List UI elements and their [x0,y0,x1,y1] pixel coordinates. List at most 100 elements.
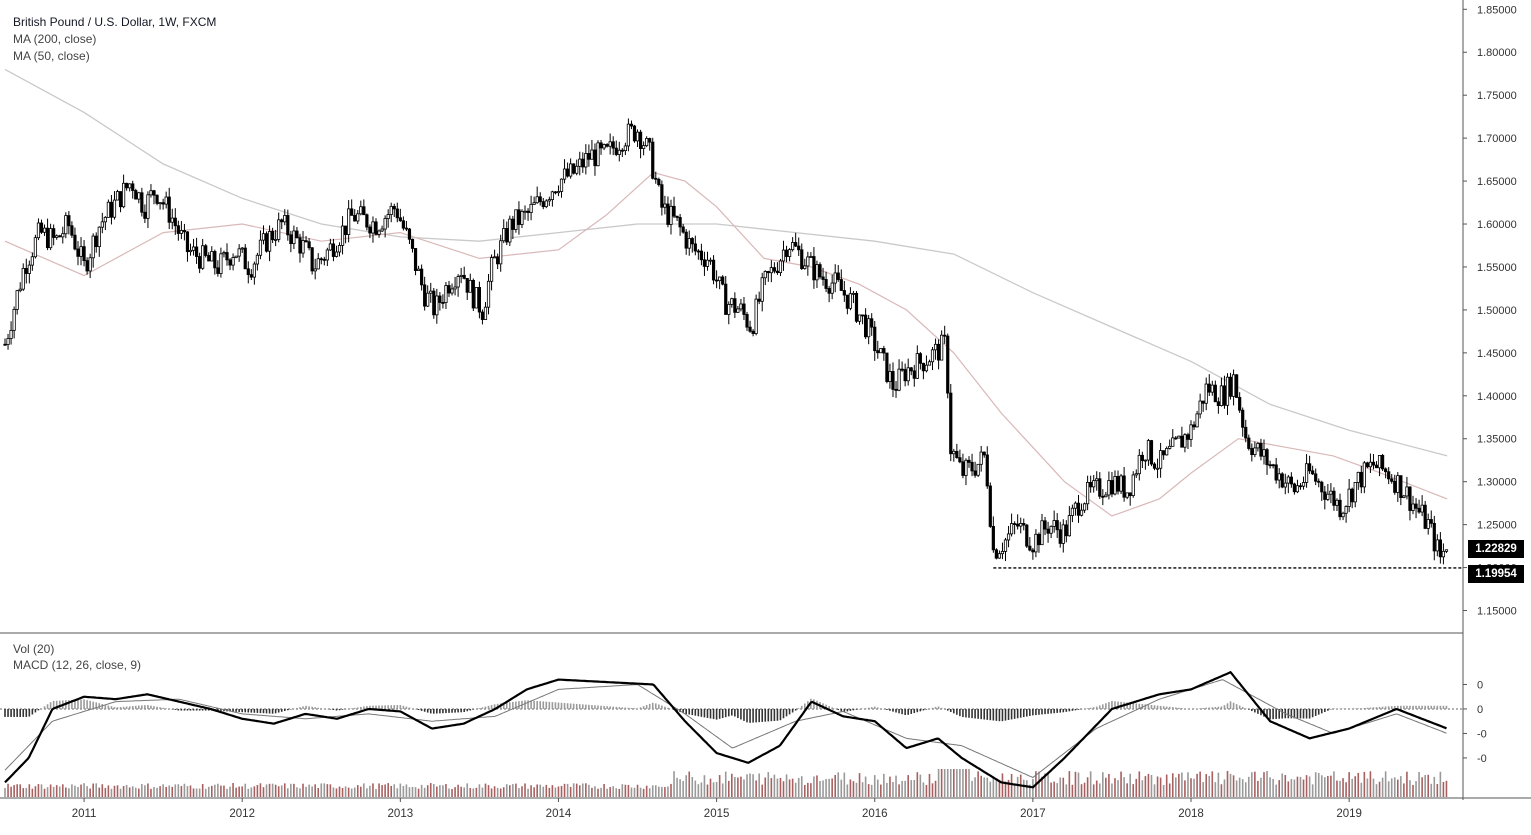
volume-bar [1263,772,1265,797]
volume-bar [150,788,152,797]
volume-bar [1214,782,1217,797]
candle-body [584,153,588,168]
candle-body [1116,476,1120,492]
candle-body [684,231,688,249]
volume-bar [387,783,389,797]
candle-body [1180,435,1184,448]
candle-body [1399,475,1403,498]
volume-bar [639,787,642,797]
candle-body [264,233,269,252]
candle-body [541,201,545,208]
volume-bar [217,783,219,797]
candle-body [556,191,561,194]
volume-bar [953,769,955,797]
volume-bar [594,786,596,797]
candle-body [61,233,65,238]
candle-body [1323,491,1327,500]
volume-bar [667,786,669,797]
volume-bar [1074,771,1077,797]
candle-body [298,237,302,254]
time-tick-label: 2017 [1020,808,1046,820]
candle-body [1098,478,1102,497]
volume-bar [65,787,67,797]
volume-bar [1184,780,1186,797]
volume-bar [1223,779,1226,797]
candle-body [605,144,609,147]
candle-body [213,251,217,269]
candle-body [374,221,378,235]
candle-body [362,206,366,216]
candle-body [511,218,515,230]
volume-bar [712,782,715,797]
candle-body [1034,533,1038,553]
volume-bar [1135,778,1138,797]
volume-bar [335,788,338,797]
volume-bar [293,783,295,797]
volume-bar [198,788,201,797]
volume-bar [734,777,736,797]
candle-body [705,259,710,267]
candle-body [1402,495,1406,498]
volume-bar [1345,782,1347,797]
candle-body [149,190,153,196]
volume-bar [457,784,459,797]
volume-bar [1092,784,1095,797]
volume-bar [1406,771,1408,797]
candle-body [638,131,643,149]
candle-body [170,217,174,223]
candle-body [465,278,469,293]
candle-body [1213,384,1217,403]
candle-body [1143,459,1147,462]
volume-bar [1105,777,1107,797]
candle-body [632,125,637,142]
candle-body [1168,445,1172,449]
volume-bar [1403,783,1405,797]
volume-bar [1415,781,1417,797]
volume-bar [141,784,143,797]
candle-body [471,279,475,309]
volume-bar [442,785,444,797]
volume-bar [563,783,566,797]
time-tick-label: 2015 [704,808,730,820]
candle-body [976,463,980,476]
candle-body [191,246,196,251]
volume-bar [883,773,885,797]
candle-body [493,256,497,259]
volume-bar [77,786,79,797]
candle-body [1040,520,1044,546]
volume-bar [1098,783,1101,797]
candle-body [787,249,792,257]
candle-body [216,267,220,274]
candle-body [1192,424,1196,428]
candle-body [672,205,676,217]
candle-body [864,314,868,338]
candle-body [477,287,482,313]
candle-body [1122,475,1126,498]
volume-bar [904,780,906,797]
volume-bar [1369,771,1372,797]
candle-body [1055,520,1059,531]
volume-bar [308,784,310,797]
volume-bar [651,785,654,797]
volume-bar [1102,772,1104,797]
volume-bar [226,788,228,797]
volume-bar [539,784,542,797]
price-tick-label: 1.45000 [1477,348,1517,360]
candle-body [1189,424,1193,440]
volume-bar [363,783,365,797]
volume-bar [892,781,894,797]
candle-body [766,271,770,274]
volume-bar [171,786,174,797]
volume-bar [581,783,584,797]
candle-body [155,194,159,204]
candle-body [933,343,938,351]
candle-body [27,264,31,274]
volume-bar [1251,772,1253,797]
price-tick-label: 1.70000 [1477,133,1517,145]
candle-body [222,252,226,255]
volume-bar [1199,771,1201,797]
volume-bar [360,786,362,797]
volume-bar [1007,779,1010,797]
candle-body [228,259,232,266]
